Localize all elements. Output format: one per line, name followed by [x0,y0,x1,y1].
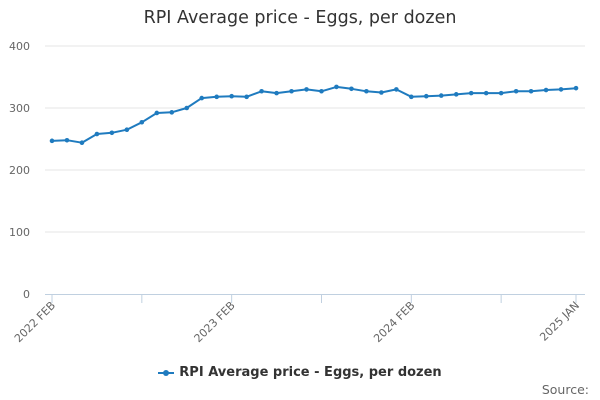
data-point [423,93,429,99]
data-point [543,87,549,93]
data-point [453,92,459,97]
data-point [109,130,115,136]
data-point [438,93,444,98]
chart-title: RPI Average price - Eggs, per dozen [143,8,457,28]
data-point [259,88,264,94]
data-point [199,95,205,101]
data-point [349,86,354,92]
y-tick-label: 100 [9,226,30,239]
data-point [334,84,339,90]
x-tick-label: 2024 FEB [371,299,417,345]
data-point [289,88,294,94]
data-point [558,87,564,92]
x-tick-label: 2022 FEB [12,299,58,345]
data-point [94,131,100,137]
data-point [214,94,219,100]
data-point [169,110,175,115]
data-point [244,94,249,100]
data-point [154,110,160,116]
data-point [229,93,234,99]
legend[interactable]: RPI Average price - Eggs, per dozen [0,365,600,380]
source-label: Source: [541,382,589,397]
data-point [498,90,504,96]
y-tick-label: 400 [9,40,30,53]
y-tick-label: 200 [9,164,30,177]
data-point [304,87,309,92]
data-point [274,90,279,96]
data-point [379,90,384,95]
series-line [51,85,577,144]
data-point [573,85,579,91]
x-tick-label: 2023 FEB [192,299,238,345]
data-point [184,105,190,111]
data-point [64,137,70,143]
data-point [468,90,474,96]
legend-label: RPI Average price - Eggs, per dozen [179,365,442,380]
x-tick-label: 2025 JAN [537,299,582,344]
data-point [49,138,55,144]
data-point [409,94,414,100]
y-tick-label: 0 [23,288,30,301]
data-point [79,140,85,146]
data-point [528,88,534,94]
data-point [124,127,130,132]
data-point [483,90,489,96]
data-point [319,88,324,94]
data-point [513,88,519,94]
legend-marker-icon [158,367,175,379]
y-tick-label: 300 [9,102,30,115]
data-point [394,87,399,92]
data-point [139,119,145,125]
data-point [364,88,369,94]
